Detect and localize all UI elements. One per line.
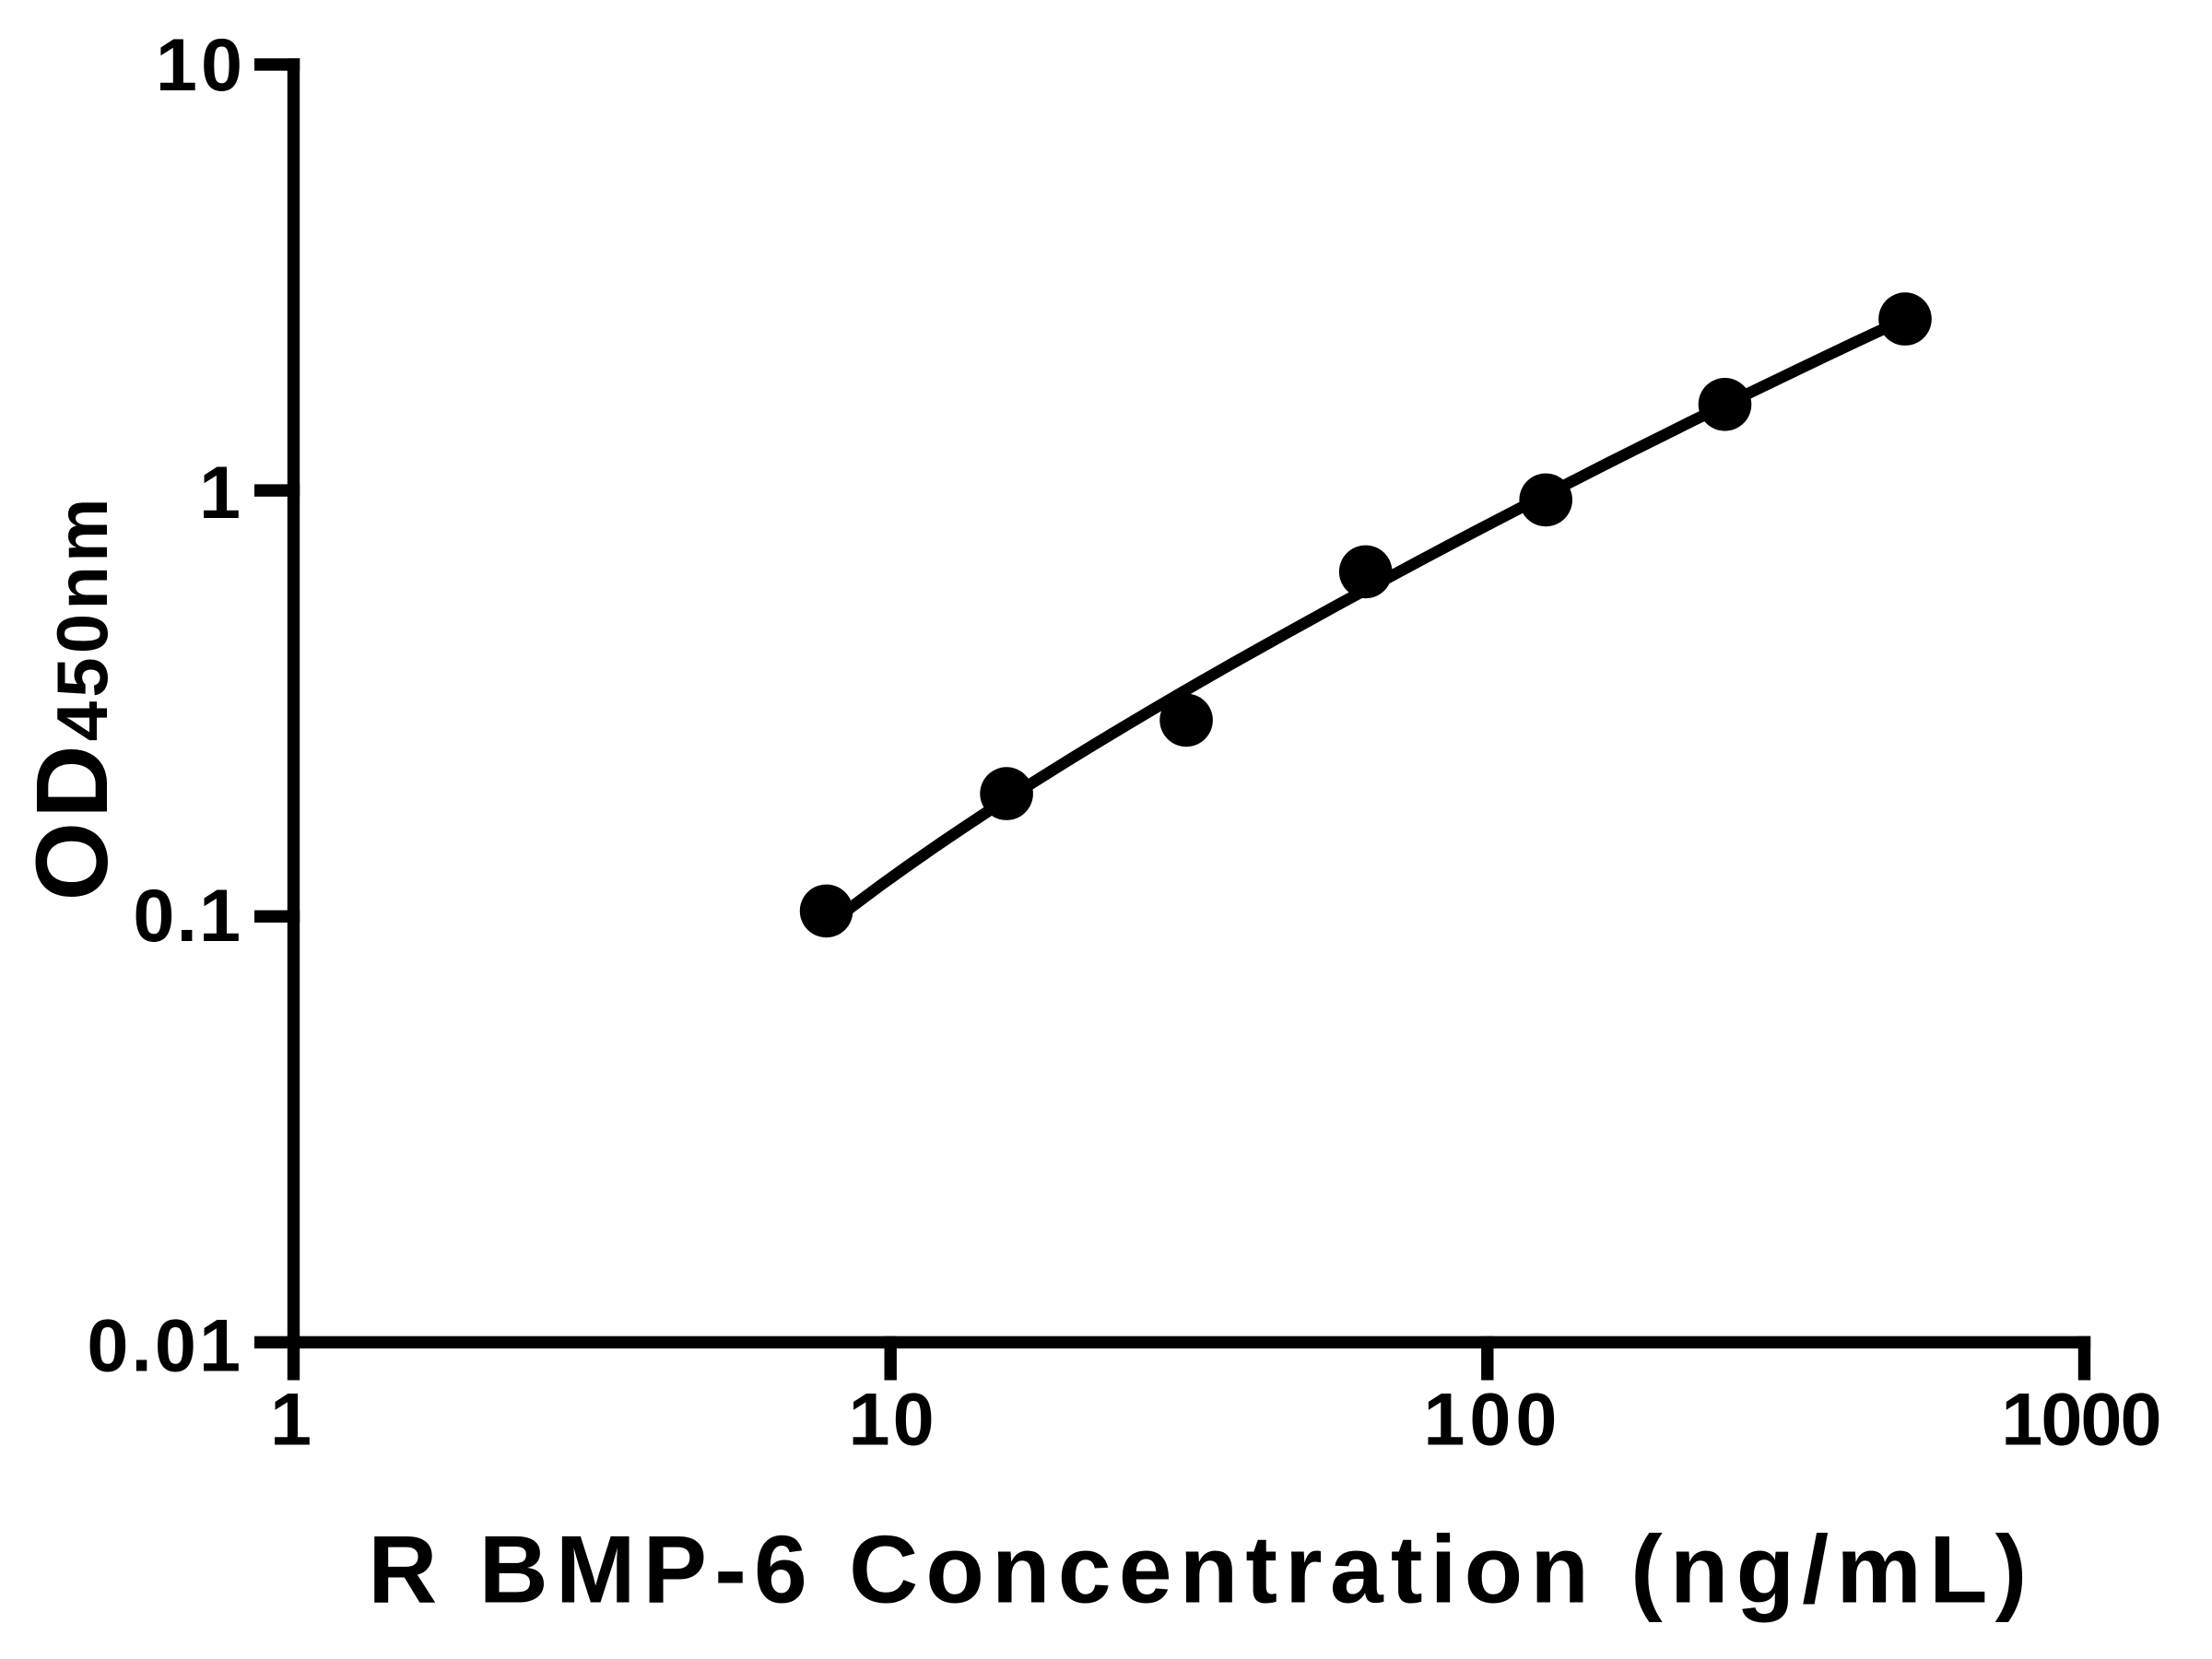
svg-text:0.01: 0.01	[87, 1304, 243, 1387]
svg-text:0.1: 0.1	[133, 875, 242, 958]
svg-text:100: 100	[1423, 1378, 1561, 1461]
svg-text:R BMP-6 Concentration (ng/mL): R BMP-6 Concentration (ng/mL)	[368, 1517, 2027, 1624]
svg-text:1000: 1000	[2001, 1378, 2159, 1461]
svg-text:10: 10	[849, 1378, 937, 1461]
svg-text:OD450nm: OD450nm	[16, 499, 129, 901]
svg-text:1: 1	[199, 452, 241, 535]
svg-text:10: 10	[156, 24, 246, 107]
svg-text:1: 1	[270, 1378, 312, 1461]
